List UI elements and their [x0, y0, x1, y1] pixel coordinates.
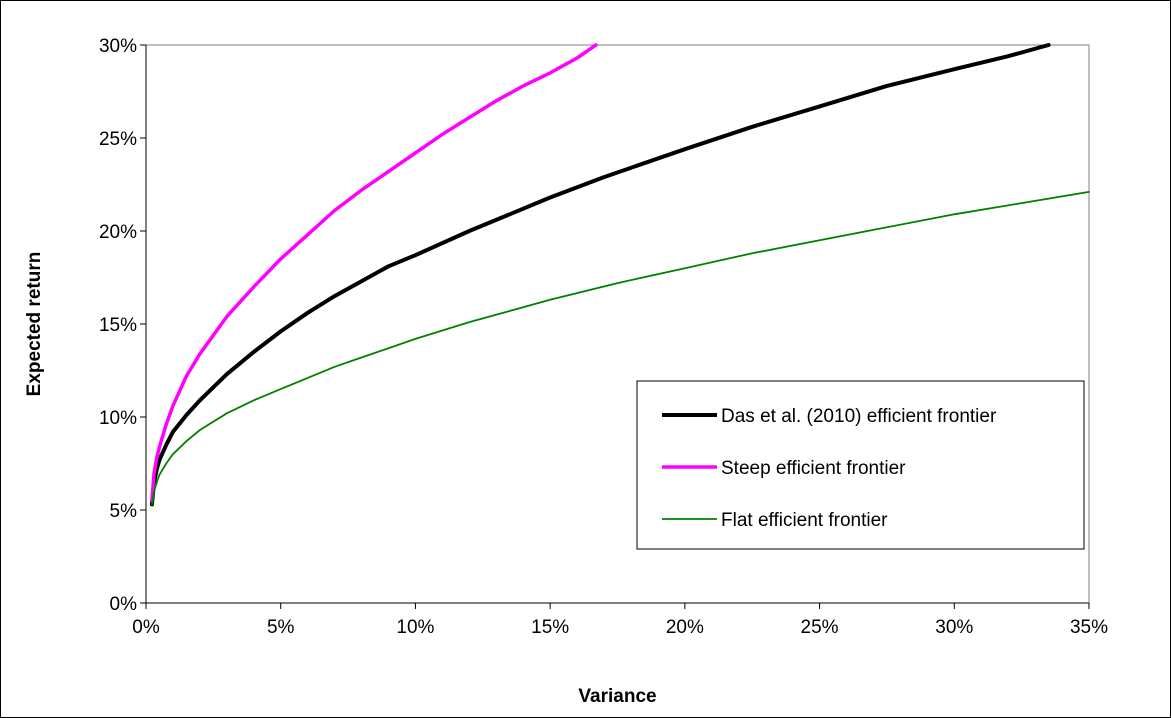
x-axis: 0% 5% 10% 15% 20% 25% 30% 35% — [132, 602, 1108, 638]
legend: Das et al. (2010) efficient frontier Stee… — [636, 380, 1085, 550]
series-line-2 — [150, 43, 598, 503]
series-line-3 — [150, 190, 1090, 506]
y-tick-label: 25% — [99, 129, 137, 150]
x-tick-label: 0% — [132, 617, 160, 638]
x-axis-title: Variance — [578, 686, 656, 707]
x-tick-label: 15% — [531, 617, 569, 638]
legend-label-3: Flat efficient frontier — [721, 510, 888, 531]
y-axis: 0% 5% 10% 15% 20% 25% 30% — [99, 36, 147, 615]
plot-area: 0% 5% 10% 15% 20% 25% 30% 0% 5% 10% 15% 20% 25% 30% 3… — [99, 36, 1108, 638]
series-lines — [149, 43, 1090, 507]
y-tick-label: 20% — [99, 222, 137, 243]
x-tick-label: 25% — [801, 617, 839, 638]
x-tick-label: 20% — [666, 617, 704, 638]
x-tick-label: 35% — [1070, 617, 1108, 638]
legend-label-2: Steep efficient frontier — [721, 458, 906, 479]
y-tick-label: 10% — [99, 408, 137, 429]
x-tick-label: 30% — [935, 617, 973, 638]
x-tick-label: 10% — [396, 617, 434, 638]
legend-label-1: Das et al. (2010) efficient frontier — [721, 406, 997, 427]
y-tick-label: 0% — [110, 594, 138, 615]
legend-box — [636, 380, 1085, 550]
y-axis-title: Expected return — [24, 252, 45, 397]
x-tick-label: 5% — [267, 617, 295, 638]
series-line-1 — [149, 43, 1051, 507]
y-tick-label: 15% — [99, 315, 137, 336]
y-tick-label: 30% — [99, 36, 137, 57]
y-tick-label: 5% — [110, 501, 138, 522]
